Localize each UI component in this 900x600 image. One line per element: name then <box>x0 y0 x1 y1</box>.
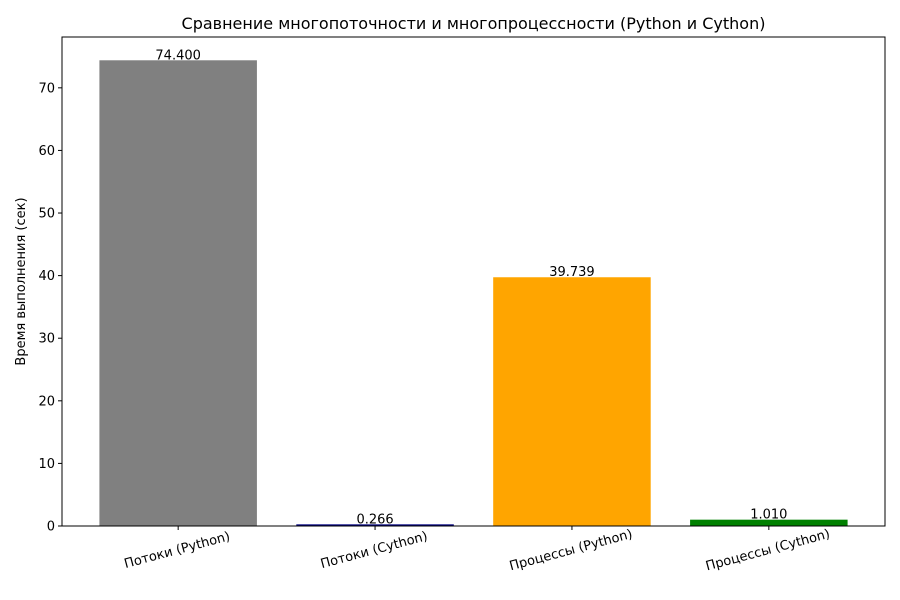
bar-2 <box>296 524 454 526</box>
data-label: 0.266 <box>356 512 393 527</box>
y-tick-label: 40 <box>38 269 55 284</box>
y-tick-label: 10 <box>38 457 55 472</box>
bar-3 <box>493 277 651 526</box>
data-label: 74.400 <box>155 48 201 63</box>
data-label: 39.739 <box>549 265 595 280</box>
y-axis-label: Время выполнения (сек) <box>14 197 29 365</box>
y-tick-label: 0 <box>47 520 55 535</box>
y-tick-label: 20 <box>38 394 55 409</box>
y-tick-label: 70 <box>38 81 55 96</box>
bar-1 <box>99 60 257 527</box>
chart-title: Сравнение многопоточности и многопроцесс… <box>182 14 766 33</box>
bar-4 <box>690 519 848 526</box>
y-tick-label: 30 <box>38 332 55 347</box>
x-tick-label: Процессы (Python) <box>508 527 634 574</box>
data-label: 1.010 <box>750 508 787 523</box>
y-tick-label: 50 <box>38 207 55 222</box>
x-tick-label: Потоки (Cython) <box>319 529 429 572</box>
x-tick-label: Потоки (Python) <box>123 529 232 572</box>
y-tick-label: 60 <box>38 144 55 159</box>
plot-frame <box>61 36 886 527</box>
x-tick-label: Процессы (Cython) <box>704 527 831 575</box>
